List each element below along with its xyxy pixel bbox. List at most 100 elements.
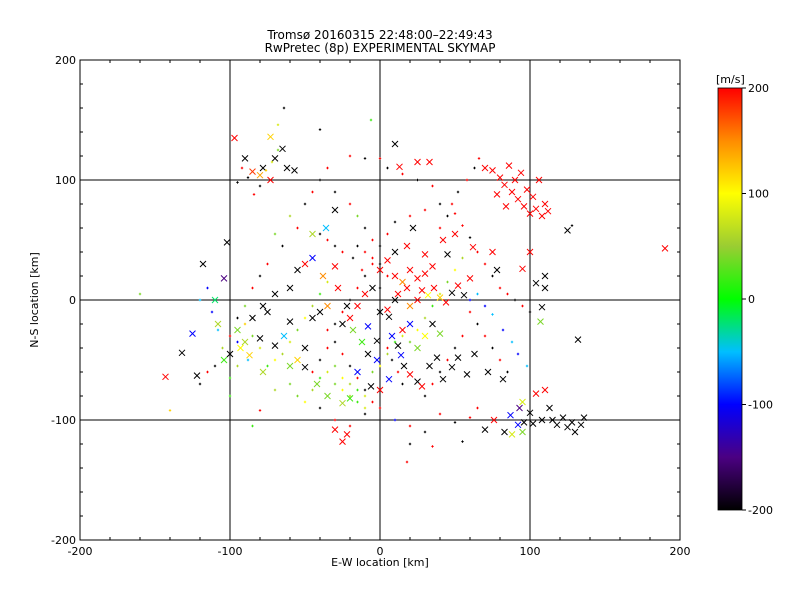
small-detection [356,400,359,404]
small-detection [318,128,322,131]
meteor-detection [376,386,384,394]
small-detection [333,382,337,386]
meteor-detection [391,272,399,280]
small-detection [483,304,487,308]
small-detection [386,274,389,278]
meteor-detection [220,356,228,364]
meteor-detection [279,145,286,153]
small-detection [446,358,449,362]
small-detection [378,244,382,248]
meteor-detection [471,350,478,358]
x-tick-label: -200 [68,545,93,558]
meteor-detection [529,420,537,427]
meteor-detection [526,248,534,256]
small-detection [378,406,382,410]
small-detection [371,370,374,374]
meteor-detection [400,362,408,370]
small-detection [243,322,247,326]
meteor-detection [508,431,516,438]
small-detection [477,157,481,160]
small-detection [491,274,494,278]
meteor-detection [414,158,421,166]
meteor-detection [429,263,436,270]
small-detection [446,214,449,218]
meteor-detection [319,272,327,280]
meteor-detection [399,278,406,286]
small-detection [288,214,292,218]
y-axis-label: N-S location [km] [28,252,41,348]
small-detection [296,328,299,332]
meteor-detection [537,318,544,325]
small-detection [473,166,476,170]
small-detection [378,157,382,160]
meteor-detection [505,162,513,169]
meteor-detection [559,414,567,421]
small-detection [348,394,352,398]
small-detection [498,358,502,362]
meteor-detection [568,419,576,426]
meteor-detection [421,332,429,340]
meteor-detection [334,284,342,292]
small-detection [341,352,344,356]
meteor-detection [286,284,294,292]
small-detection [288,382,292,386]
meteor-detection [538,303,546,311]
small-detection [228,394,232,398]
colorbar-tick-label: -100 [748,399,773,412]
small-detection [491,346,494,350]
meteor-detection [339,320,346,328]
meteor-detection [520,419,528,426]
small-detection [401,382,404,386]
meteor-detection [414,344,421,352]
small-detection [465,178,469,182]
small-detection [198,298,202,302]
meteor-detection [448,289,456,297]
small-detection [333,190,337,194]
meteor-detection [433,354,441,361]
meteor-detection [249,168,256,175]
small-detection [363,412,367,416]
small-detection [303,316,307,320]
meteor-detection [264,308,271,316]
meteor-detection [283,164,291,172]
small-detection [326,370,329,374]
meteor-detection [373,337,381,345]
meteor-detection [519,398,526,406]
meteor-detection [516,404,523,412]
small-detection [356,376,359,380]
small-detection [363,226,367,230]
small-detection [510,340,514,344]
meteor-detection [574,336,582,343]
small-detection [371,238,374,242]
meteor-detection [322,224,330,232]
meteor-detection [493,266,501,274]
meteor-detection [489,248,496,256]
small-detection [483,334,487,338]
meteor-detection [364,350,372,358]
small-detection [138,292,142,296]
small-detection [363,388,367,392]
small-detection [281,244,284,248]
small-detection [326,346,329,350]
meteor-detection [294,356,301,364]
small-detection [341,250,344,254]
small-detection [326,280,329,284]
meteor-detection [532,390,540,397]
meteor-detection [496,174,504,181]
meteor-detection [463,371,471,378]
colorbar [718,88,742,510]
small-detection [468,416,472,419]
meteor-detection [256,335,264,342]
small-detection [378,286,382,290]
small-detection [206,370,209,374]
meteor-detection [349,326,357,334]
small-detection [369,118,373,122]
meteor-detection [511,176,519,184]
small-detection [276,123,280,126]
meteor-detection [529,193,537,201]
meteor-detection [384,306,391,313]
small-detection [288,340,292,344]
small-detection [431,382,434,386]
small-detection [303,202,307,206]
small-detection [461,334,464,338]
